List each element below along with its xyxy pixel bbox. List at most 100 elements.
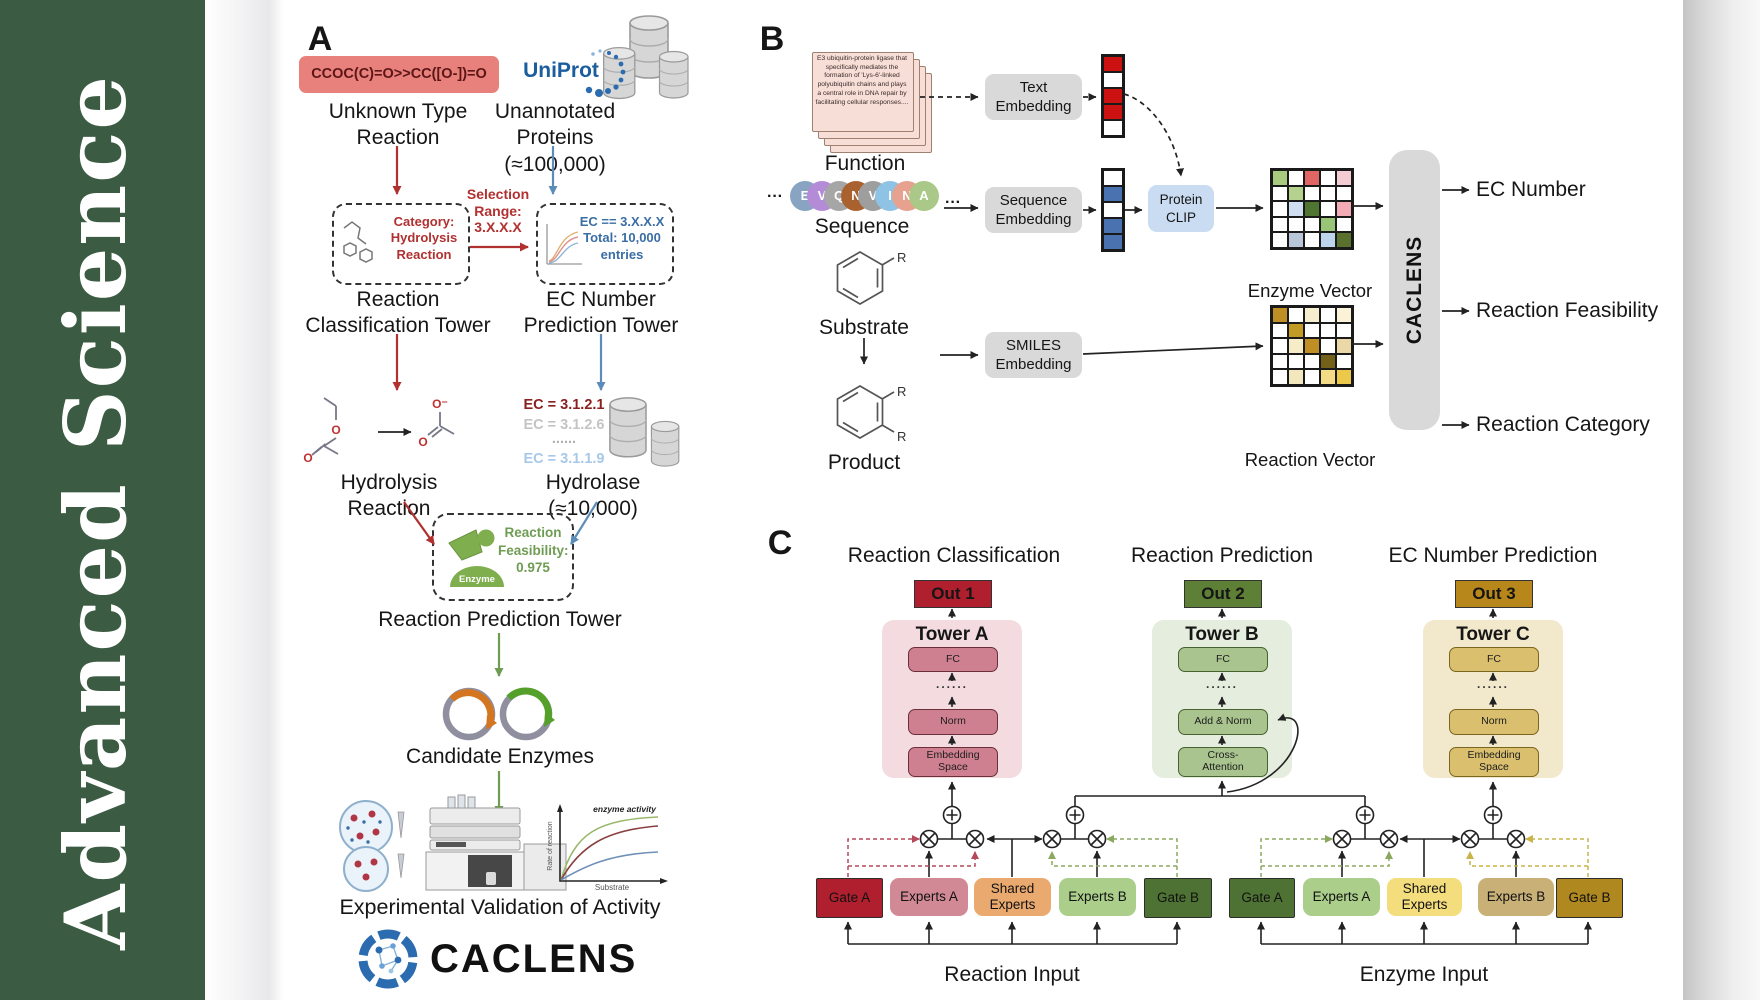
grid-cell xyxy=(1272,170,1288,186)
substrate-r-label: R xyxy=(897,250,906,265)
text-embedding-box: Text Embedding xyxy=(985,74,1082,120)
caclens-module: CACLENS xyxy=(1389,150,1440,430)
plus-node xyxy=(942,805,962,825)
enzyme-vector-grid xyxy=(1270,168,1354,250)
times-node xyxy=(1379,829,1399,849)
output-reaction-category: Reaction Category xyxy=(1476,413,1650,436)
grid-cell xyxy=(1304,307,1320,323)
sequence-ellipsis-left: ··· xyxy=(767,188,783,205)
grid-cell xyxy=(1272,201,1288,217)
amino-acid-circle: A xyxy=(909,181,939,211)
tower-a-fc: FC xyxy=(908,647,998,672)
ester-molecule-icon: O O xyxy=(303,397,341,465)
tower-a-embedding-space: Embedding Space xyxy=(908,747,998,777)
grid-cell xyxy=(1304,232,1320,248)
grid-cell xyxy=(1288,232,1304,248)
reaction-vector-grid xyxy=(1270,305,1354,387)
grid-cell xyxy=(1103,120,1123,136)
grid-cell xyxy=(1103,186,1123,202)
header-ec-number-prediction: EC Number Prediction xyxy=(1388,544,1598,567)
journal-brand: Advanced Science xyxy=(46,74,145,950)
plus-node xyxy=(1483,805,1503,825)
plasmid-icon-left xyxy=(442,687,497,741)
grid-cell xyxy=(1304,185,1320,202)
times-node xyxy=(1042,829,1062,849)
grid-cell xyxy=(1320,201,1336,217)
grid-cell xyxy=(1320,307,1336,323)
svg-text:O: O xyxy=(303,451,312,465)
times-node xyxy=(1506,829,1526,849)
grid-cell xyxy=(1304,338,1320,354)
gate-b-left: Gate B xyxy=(1144,878,1212,918)
grid-cell xyxy=(1336,232,1352,248)
category-result-text: Category: Hydrolysis Reaction xyxy=(390,214,458,262)
reaction-input-caption: Reaction Input xyxy=(944,963,1080,986)
selection-range-note: Selection Range: 3.X.X.X xyxy=(466,186,530,236)
function-card: E3 ubiquitin-protein ligase that specifi… xyxy=(812,52,914,132)
svg-text:O: O xyxy=(418,435,427,449)
grid-cell xyxy=(1103,104,1123,120)
out2-box: Out 2 xyxy=(1184,580,1262,608)
protein-clip-box: Protein CLIP xyxy=(1148,185,1214,232)
tower-a-norm: Norm xyxy=(908,709,998,735)
ec-item-2: EC = 3.1.2.6 xyxy=(523,417,605,433)
experts-a-left: Experts A xyxy=(890,878,968,916)
uniprot-wordmark: UniProt xyxy=(523,59,599,82)
sequence-embedding-vector xyxy=(1101,168,1125,252)
gate-a-right: Gate A xyxy=(1229,878,1295,918)
caclens-module-label: CACLENS xyxy=(1403,235,1426,345)
enzyme-input-caption: Enzyme Input xyxy=(1359,963,1489,986)
grid-cell xyxy=(1103,72,1123,88)
grid-cell xyxy=(1272,369,1288,385)
journal-sidebar: Advanced Science xyxy=(0,0,205,1000)
shared-experts-right: Shared Experts xyxy=(1387,878,1462,916)
panel-c-label: C xyxy=(767,524,793,562)
feasibility-text: Reaction Feasibility: 0.975 xyxy=(498,525,569,576)
tower-a-title: Tower A xyxy=(915,624,989,645)
grid-cell xyxy=(1288,201,1304,217)
ec-item-3: EC = 3.1.1.9 xyxy=(523,451,605,467)
experts-a-right: Experts A xyxy=(1303,878,1380,916)
grid-cell xyxy=(1336,338,1352,354)
tower-b-add-norm: Add & Norm xyxy=(1178,709,1268,735)
multiply-nodes xyxy=(919,829,1526,849)
plus-node xyxy=(1065,805,1085,825)
tower-a-dots: ...... xyxy=(935,677,968,691)
reaction-classification-tower-caption: Reaction Classification Tower xyxy=(305,288,491,338)
grid-cell xyxy=(1272,353,1288,370)
experts-b-right: Experts B xyxy=(1478,878,1554,916)
reaction-prediction-tower-caption: Reaction Prediction Tower xyxy=(378,608,622,631)
grid-cell xyxy=(1103,56,1123,72)
candidate-enzymes-caption: Candidate Enzymes xyxy=(406,745,594,768)
grid-cell xyxy=(1103,218,1123,234)
ec-item-1: EC = 3.1.2.1 xyxy=(523,397,605,413)
tower-b-fc: FC xyxy=(1178,647,1268,672)
ec-number-tower-caption: EC Number Prediction Tower xyxy=(523,288,679,338)
graph-ylabel: Rate of reaction xyxy=(547,821,554,871)
petri-dish-icon xyxy=(339,800,405,892)
grid-cell xyxy=(1304,369,1320,385)
tower-a: Tower A FC ...... Norm Embedding Space xyxy=(882,620,1022,778)
grid-cell xyxy=(1288,322,1304,339)
grid-cell xyxy=(1103,88,1123,104)
enzyme-activity-graph: enzyme activity Rate of reaction Substra… xyxy=(547,804,668,892)
grid-cell xyxy=(1304,322,1320,339)
plus-node xyxy=(1355,805,1375,825)
grid-cell xyxy=(1336,185,1352,202)
grid-cell xyxy=(1288,369,1304,385)
grid-cell xyxy=(1272,307,1288,323)
substrate-caption: Substrate xyxy=(819,316,909,339)
tower-c-embedding-space: Embedding Space xyxy=(1449,747,1539,777)
gate-a-left: Gate A xyxy=(816,878,883,918)
output-ec-number: EC Number xyxy=(1476,178,1586,201)
grid-cell xyxy=(1304,170,1320,186)
sequence-caption: Sequence xyxy=(814,215,910,238)
times-node xyxy=(965,829,985,849)
grid-cell xyxy=(1336,170,1352,186)
grid-cell xyxy=(1272,338,1288,354)
shared-experts-left: Shared Experts xyxy=(974,878,1051,916)
tower-c-norm: Norm xyxy=(1449,709,1539,735)
acetate-molecule-icon: O⁻ O xyxy=(418,397,455,449)
reaction-classification-box xyxy=(332,203,470,285)
